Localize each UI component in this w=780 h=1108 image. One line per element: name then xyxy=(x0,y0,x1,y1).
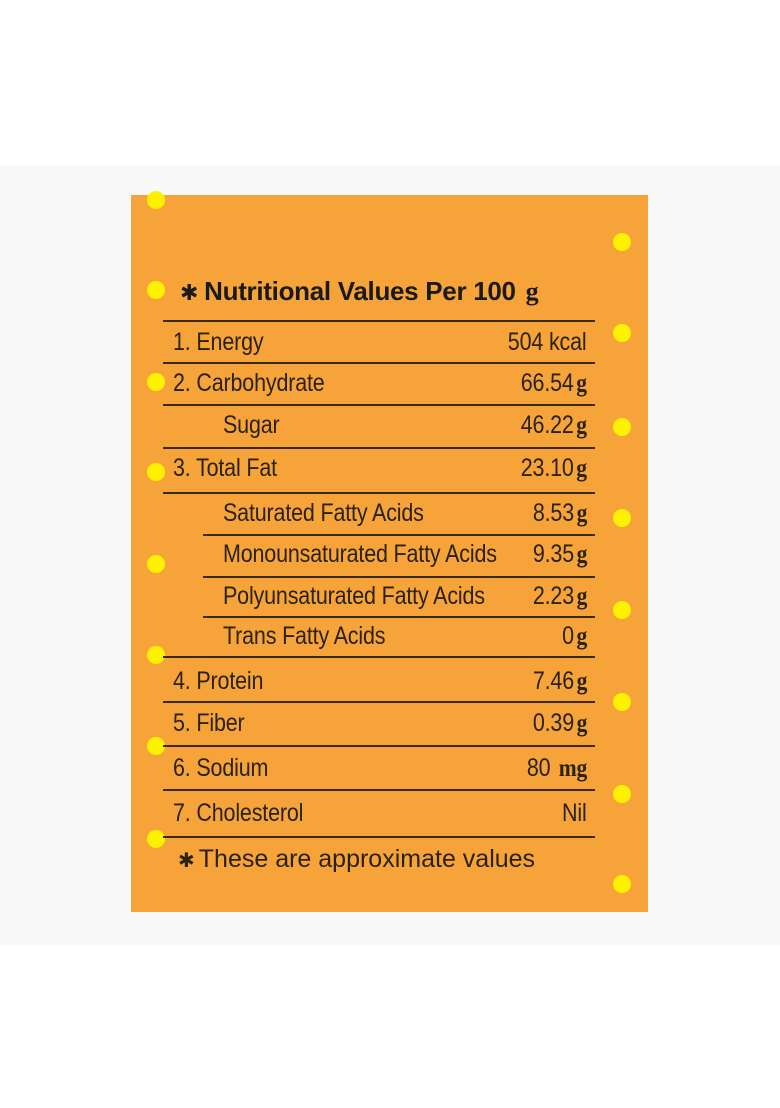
divider-line xyxy=(163,745,595,747)
row-carbohydrate-value: 66.54 g xyxy=(521,369,587,398)
divider-line xyxy=(203,576,595,578)
value-number: 66.54 xyxy=(520,369,574,397)
row-cholesterol-value: Nil xyxy=(562,799,587,828)
divider-line xyxy=(163,362,595,364)
decorative-dot xyxy=(147,281,165,299)
decorative-dot xyxy=(147,555,165,573)
title-text: Nutritional Values Per 100 xyxy=(204,276,516,306)
decorative-dot xyxy=(613,785,631,803)
divider-line xyxy=(163,836,595,838)
value-number: 8.53 xyxy=(532,499,574,527)
row-saturated-value: 8.53 g xyxy=(532,499,588,528)
divider-line xyxy=(163,789,595,791)
row-cholesterol-label: 7. Cholesterol xyxy=(173,799,304,827)
decorative-dot xyxy=(613,693,631,711)
asterisk-icon: ✱ xyxy=(178,850,195,872)
row-polyunsaturated-label: Polyunsaturated Fatty Acids xyxy=(223,582,485,610)
divider-line xyxy=(163,320,595,322)
divider-line xyxy=(203,534,595,536)
value-number: 504 kcal xyxy=(508,328,587,356)
decorative-dot xyxy=(613,875,631,893)
value-unit: g xyxy=(576,541,587,568)
title-unit: g xyxy=(525,277,539,306)
decorative-dot xyxy=(613,509,631,527)
decorative-dot xyxy=(147,737,165,755)
value-unit: g xyxy=(576,668,587,695)
row-protein-label: 4. Protein xyxy=(173,667,264,695)
row-energy-value: 504 kcal xyxy=(508,328,587,357)
row-trans-label: Trans Fatty Acids xyxy=(223,622,386,650)
row-fiber-value: 0.39 g xyxy=(532,709,588,738)
decorative-dot xyxy=(147,830,165,848)
value-number: 0 xyxy=(562,622,574,650)
decorative-dot xyxy=(613,233,631,251)
row-carbohydrate-label: 2. Carbohydrate xyxy=(173,369,325,397)
divider-line xyxy=(163,404,595,406)
value-unit: g xyxy=(576,500,587,527)
row-protein-value: 7.46 g xyxy=(532,667,588,696)
row-sugar-value: 46.22 g xyxy=(521,411,587,440)
value-number: 2.23 xyxy=(532,582,574,610)
asterisk-icon: ✱ xyxy=(180,280,199,305)
value-number: Nil xyxy=(562,799,587,827)
decorative-dot xyxy=(613,324,631,342)
value-number: 80 xyxy=(526,754,551,782)
row-monounsaturated-label: Monounsaturated Fatty Acids xyxy=(223,540,497,568)
row-sodium-value: 80 mg xyxy=(527,754,587,783)
decorative-dot xyxy=(613,601,631,619)
decorative-dot xyxy=(147,191,165,209)
decorative-dot xyxy=(147,373,165,391)
row-fiber-label: 5. Fiber xyxy=(173,709,245,737)
value-unit: g xyxy=(576,412,587,439)
value-unit: g xyxy=(576,455,587,482)
decorative-dot xyxy=(613,418,631,436)
value-number: 46.22 xyxy=(520,411,574,439)
row-polyunsaturated-value: 2.23 g xyxy=(532,582,588,611)
row-total-fat-label: 3. Total Fat xyxy=(173,454,277,482)
value-number: 23.10 xyxy=(520,454,574,482)
row-saturated-label: Saturated Fatty Acids xyxy=(223,499,424,527)
value-number: 9.35 xyxy=(532,540,574,568)
value-number: 7.46 xyxy=(532,667,574,695)
nutrition-label-panel xyxy=(131,195,648,912)
divider-line xyxy=(163,701,595,703)
value-unit: g xyxy=(576,623,587,650)
value-unit: g xyxy=(576,710,587,737)
divider-line xyxy=(163,447,595,449)
divider-line xyxy=(163,492,595,494)
value-unit: g xyxy=(576,370,587,397)
decorative-dot xyxy=(147,463,165,481)
nutrition-title: ✱ Nutritional Values Per 100 g xyxy=(180,276,600,307)
value-unit: mg xyxy=(558,755,587,782)
row-monounsaturated-value: 9.35 g xyxy=(532,540,588,569)
row-energy-label: 1. Energy xyxy=(173,328,264,356)
decorative-dot xyxy=(147,646,165,664)
divider-line xyxy=(203,616,595,618)
footnote-text: These are approximate values xyxy=(198,845,536,873)
row-total-fat-value: 23.10 g xyxy=(521,454,587,483)
row-sugar-label: Sugar xyxy=(223,411,280,439)
row-sodium-label: 6. Sodium xyxy=(173,754,269,782)
value-unit: g xyxy=(576,583,587,610)
footnote: ✱ These are approximate values xyxy=(178,845,535,874)
divider-line xyxy=(163,656,595,658)
value-number: 0.39 xyxy=(532,709,574,737)
